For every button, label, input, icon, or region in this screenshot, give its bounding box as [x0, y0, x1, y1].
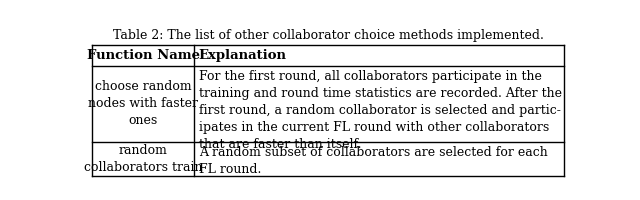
- Text: random
collaborators train: random collaborators train: [84, 144, 202, 174]
- Text: Explanation: Explanation: [198, 49, 287, 62]
- Text: choose random
nodes with faster
ones: choose random nodes with faster ones: [88, 80, 198, 127]
- Text: For the first round, all collaborators participate in the
training and round tim: For the first round, all collaborators p…: [198, 70, 562, 151]
- Text: A random subset of collaborators are selected for each
FL round.: A random subset of collaborators are sel…: [198, 146, 547, 176]
- Text: Function Name: Function Name: [86, 49, 200, 62]
- Text: Table 2: The list of other collaborator choice methods implemented.: Table 2: The list of other collaborator …: [113, 29, 543, 42]
